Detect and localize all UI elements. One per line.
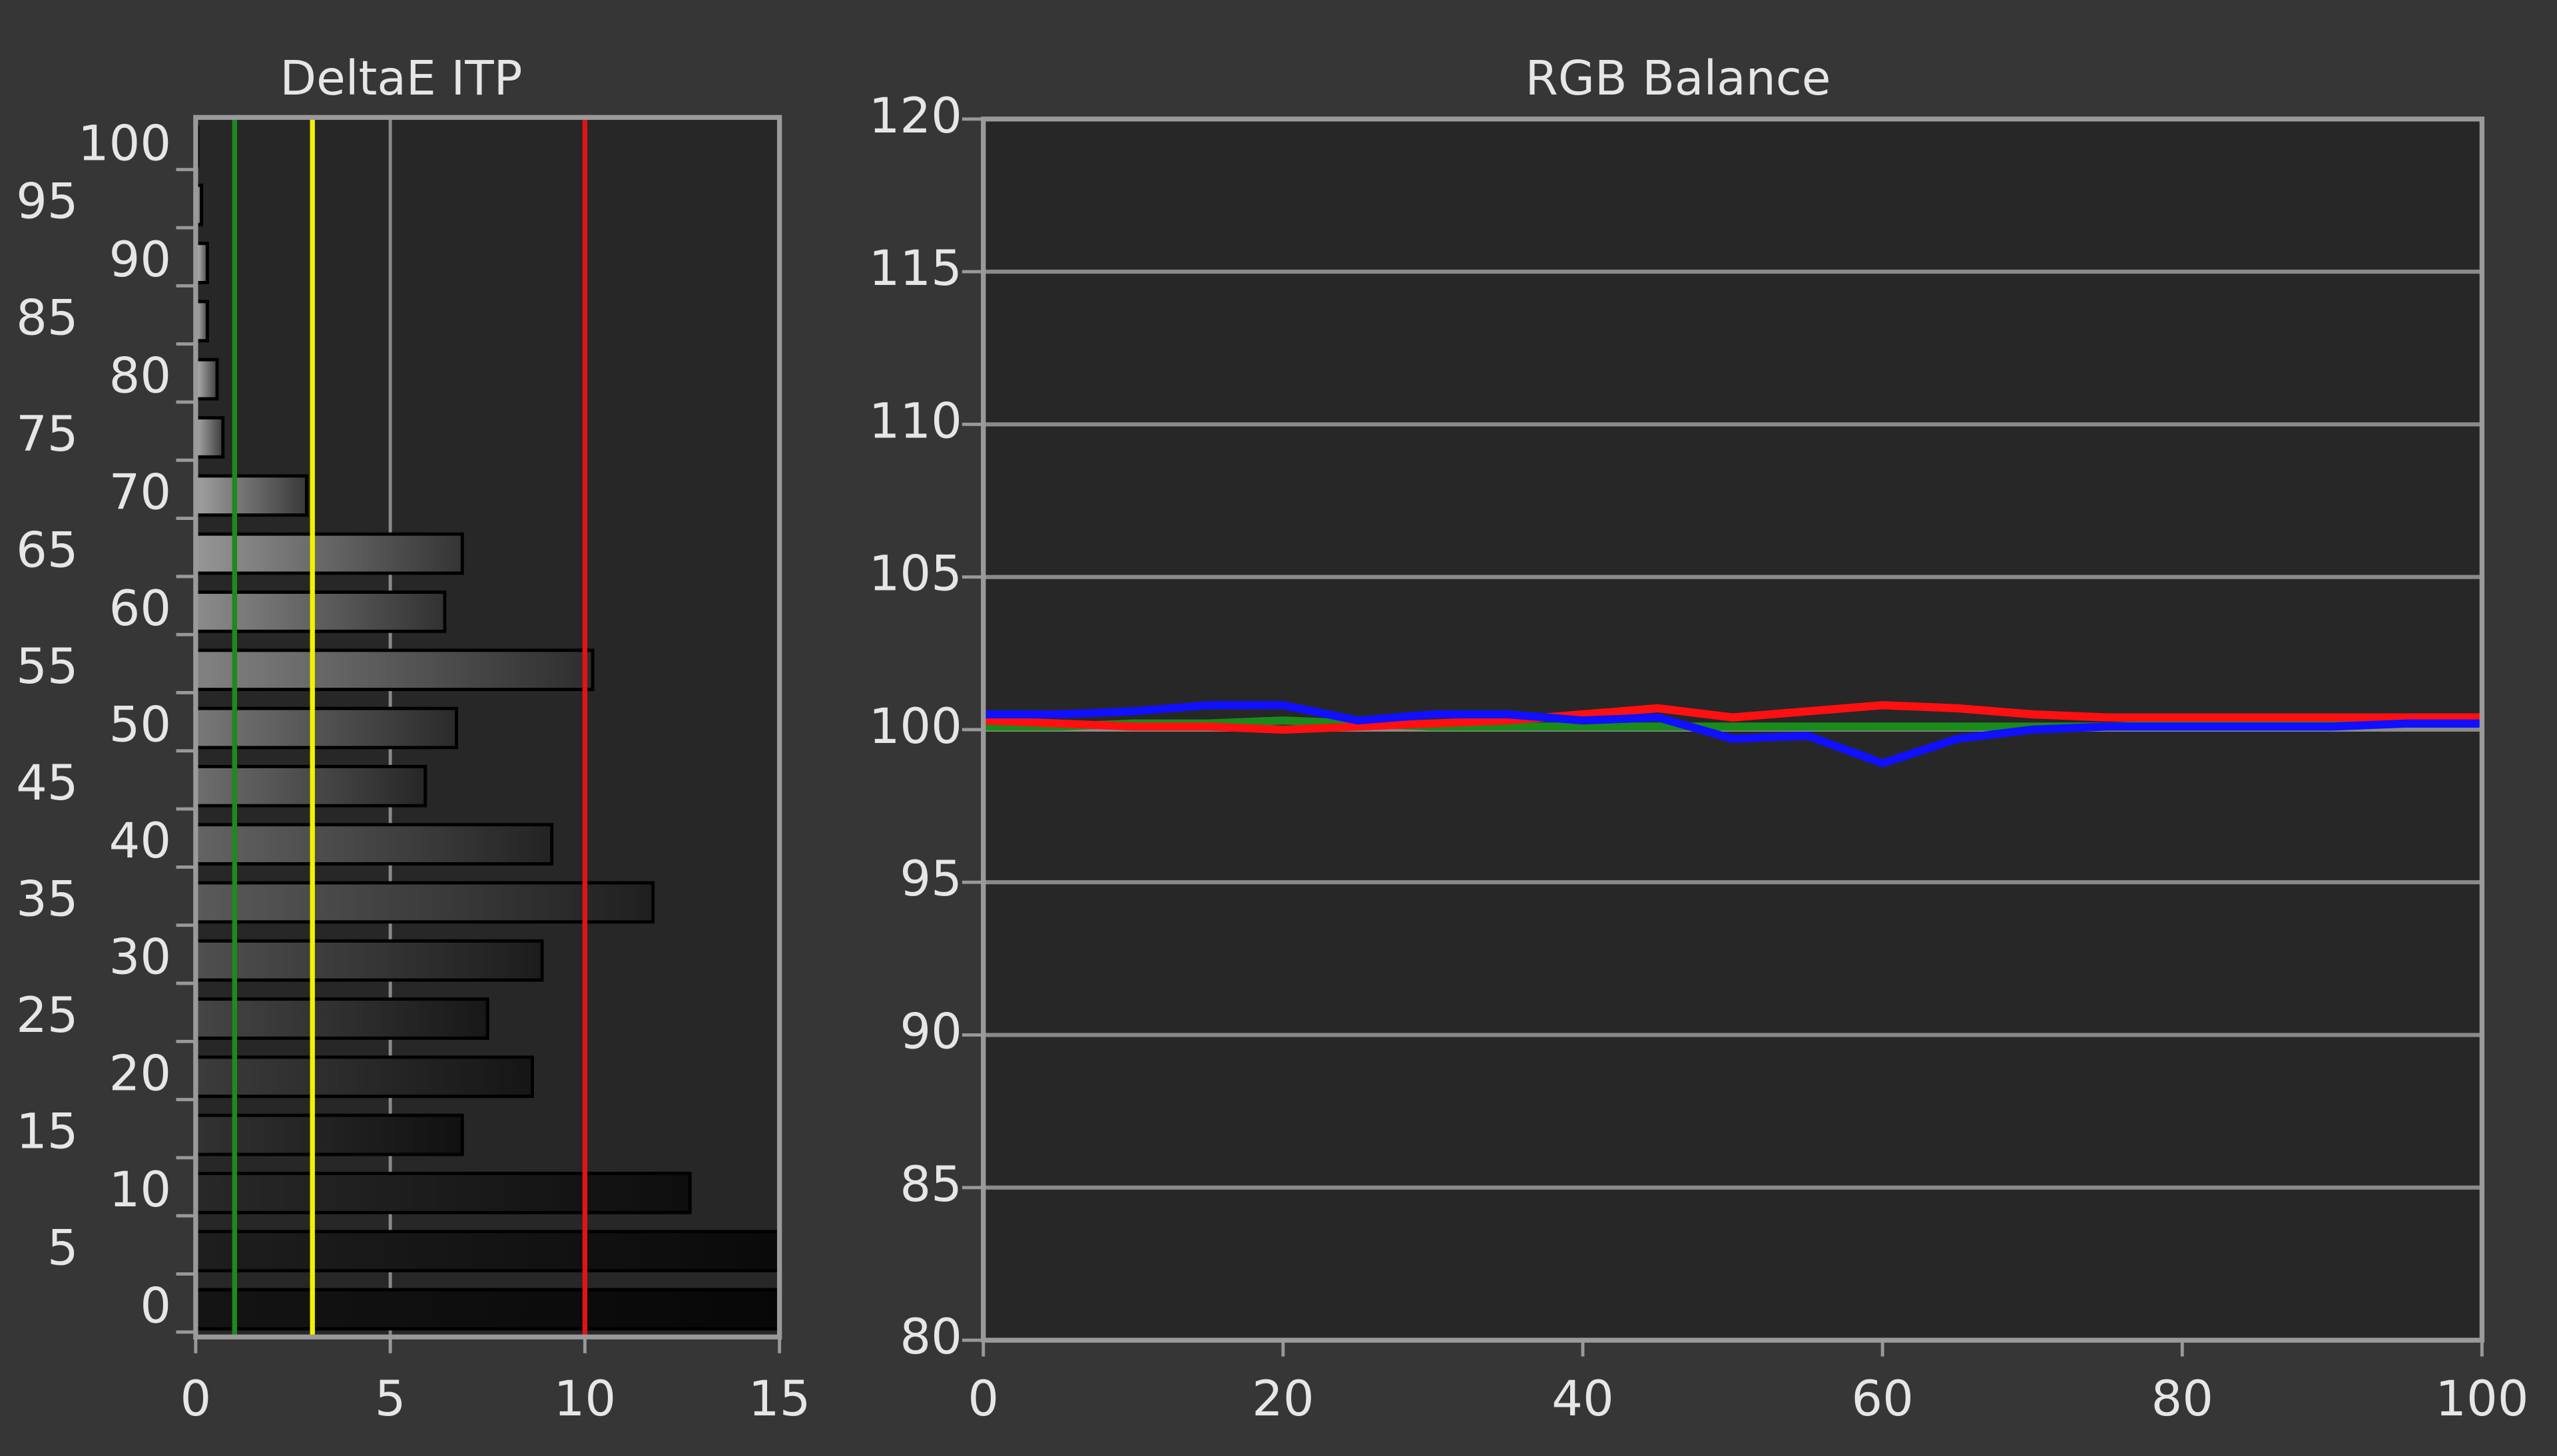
x-tick-label: 40 [1552,1371,1613,1427]
y-tick-label: 95 [16,174,78,230]
x-tick-label: 80 [2151,1371,2213,1427]
x-tick-label: 60 [1851,1371,1913,1427]
y-tick-label: 50 [109,697,171,754]
x-tick-label: 0 [180,1371,212,1427]
y-tick-label: 55 [16,638,78,695]
x-tick-label: 15 [748,1371,810,1427]
bar [194,823,554,865]
series-line [983,701,2482,734]
y-tick-label: 90 [109,232,171,288]
x-tick-label: 5 [375,1371,406,1427]
bar [194,1230,782,1273]
y-tick-label: 10 [109,1162,171,1218]
y-tick-label: 120 [869,88,962,144]
y-tick-label: 5 [47,1220,79,1276]
y-tick-label: 40 [109,813,171,869]
x-tick-label: 100 [2435,1371,2528,1427]
plot-frame [193,115,782,1339]
y-tick-label: 85 [16,290,78,346]
y-tick-label: 20 [109,1045,171,1102]
y-tick-label: 15 [16,1104,78,1160]
y-tick-label: 45 [16,755,78,812]
bar [194,416,225,459]
y-tick-label: 100 [869,698,962,755]
y-tick-label: 35 [16,871,78,927]
x-tick-label: 0 [968,1371,999,1427]
bar [194,997,489,1040]
chart-title: DeltaE ITP [280,51,522,106]
series-line [983,701,2482,768]
y-tick-label: 85 [900,1156,962,1213]
y-tick-label: 60 [109,581,171,637]
bar [194,532,464,575]
y-tick-label: 25 [16,987,78,1044]
bar [194,648,595,692]
y-tick-label: 95 [900,851,962,907]
bar [194,474,308,517]
y-tick-label: 110 [869,393,962,449]
bar [194,1172,692,1214]
y-tick-label: 100 [78,115,171,172]
x-tick-label: 10 [554,1371,616,1427]
y-tick-label: 105 [869,546,962,603]
y-tick-label: 0 [140,1278,171,1335]
y-tick-label: 90 [900,1004,962,1061]
chart-title: RGB Balance [1526,51,1831,106]
y-tick-label: 115 [869,240,962,297]
y-tick-label: 70 [109,464,171,521]
bar [194,1055,534,1098]
y-tick-label: 80 [109,348,171,405]
plot-frame [981,117,2485,1343]
x-tick-label: 20 [1252,1371,1314,1427]
y-tick-label: 75 [16,406,78,463]
bar [194,1288,782,1331]
y-tick-label: 80 [900,1309,962,1365]
y-tick-label: 30 [109,929,171,986]
bar [194,358,219,401]
bar [194,939,544,982]
bar [194,706,458,750]
y-tick-label: 65 [16,523,78,579]
